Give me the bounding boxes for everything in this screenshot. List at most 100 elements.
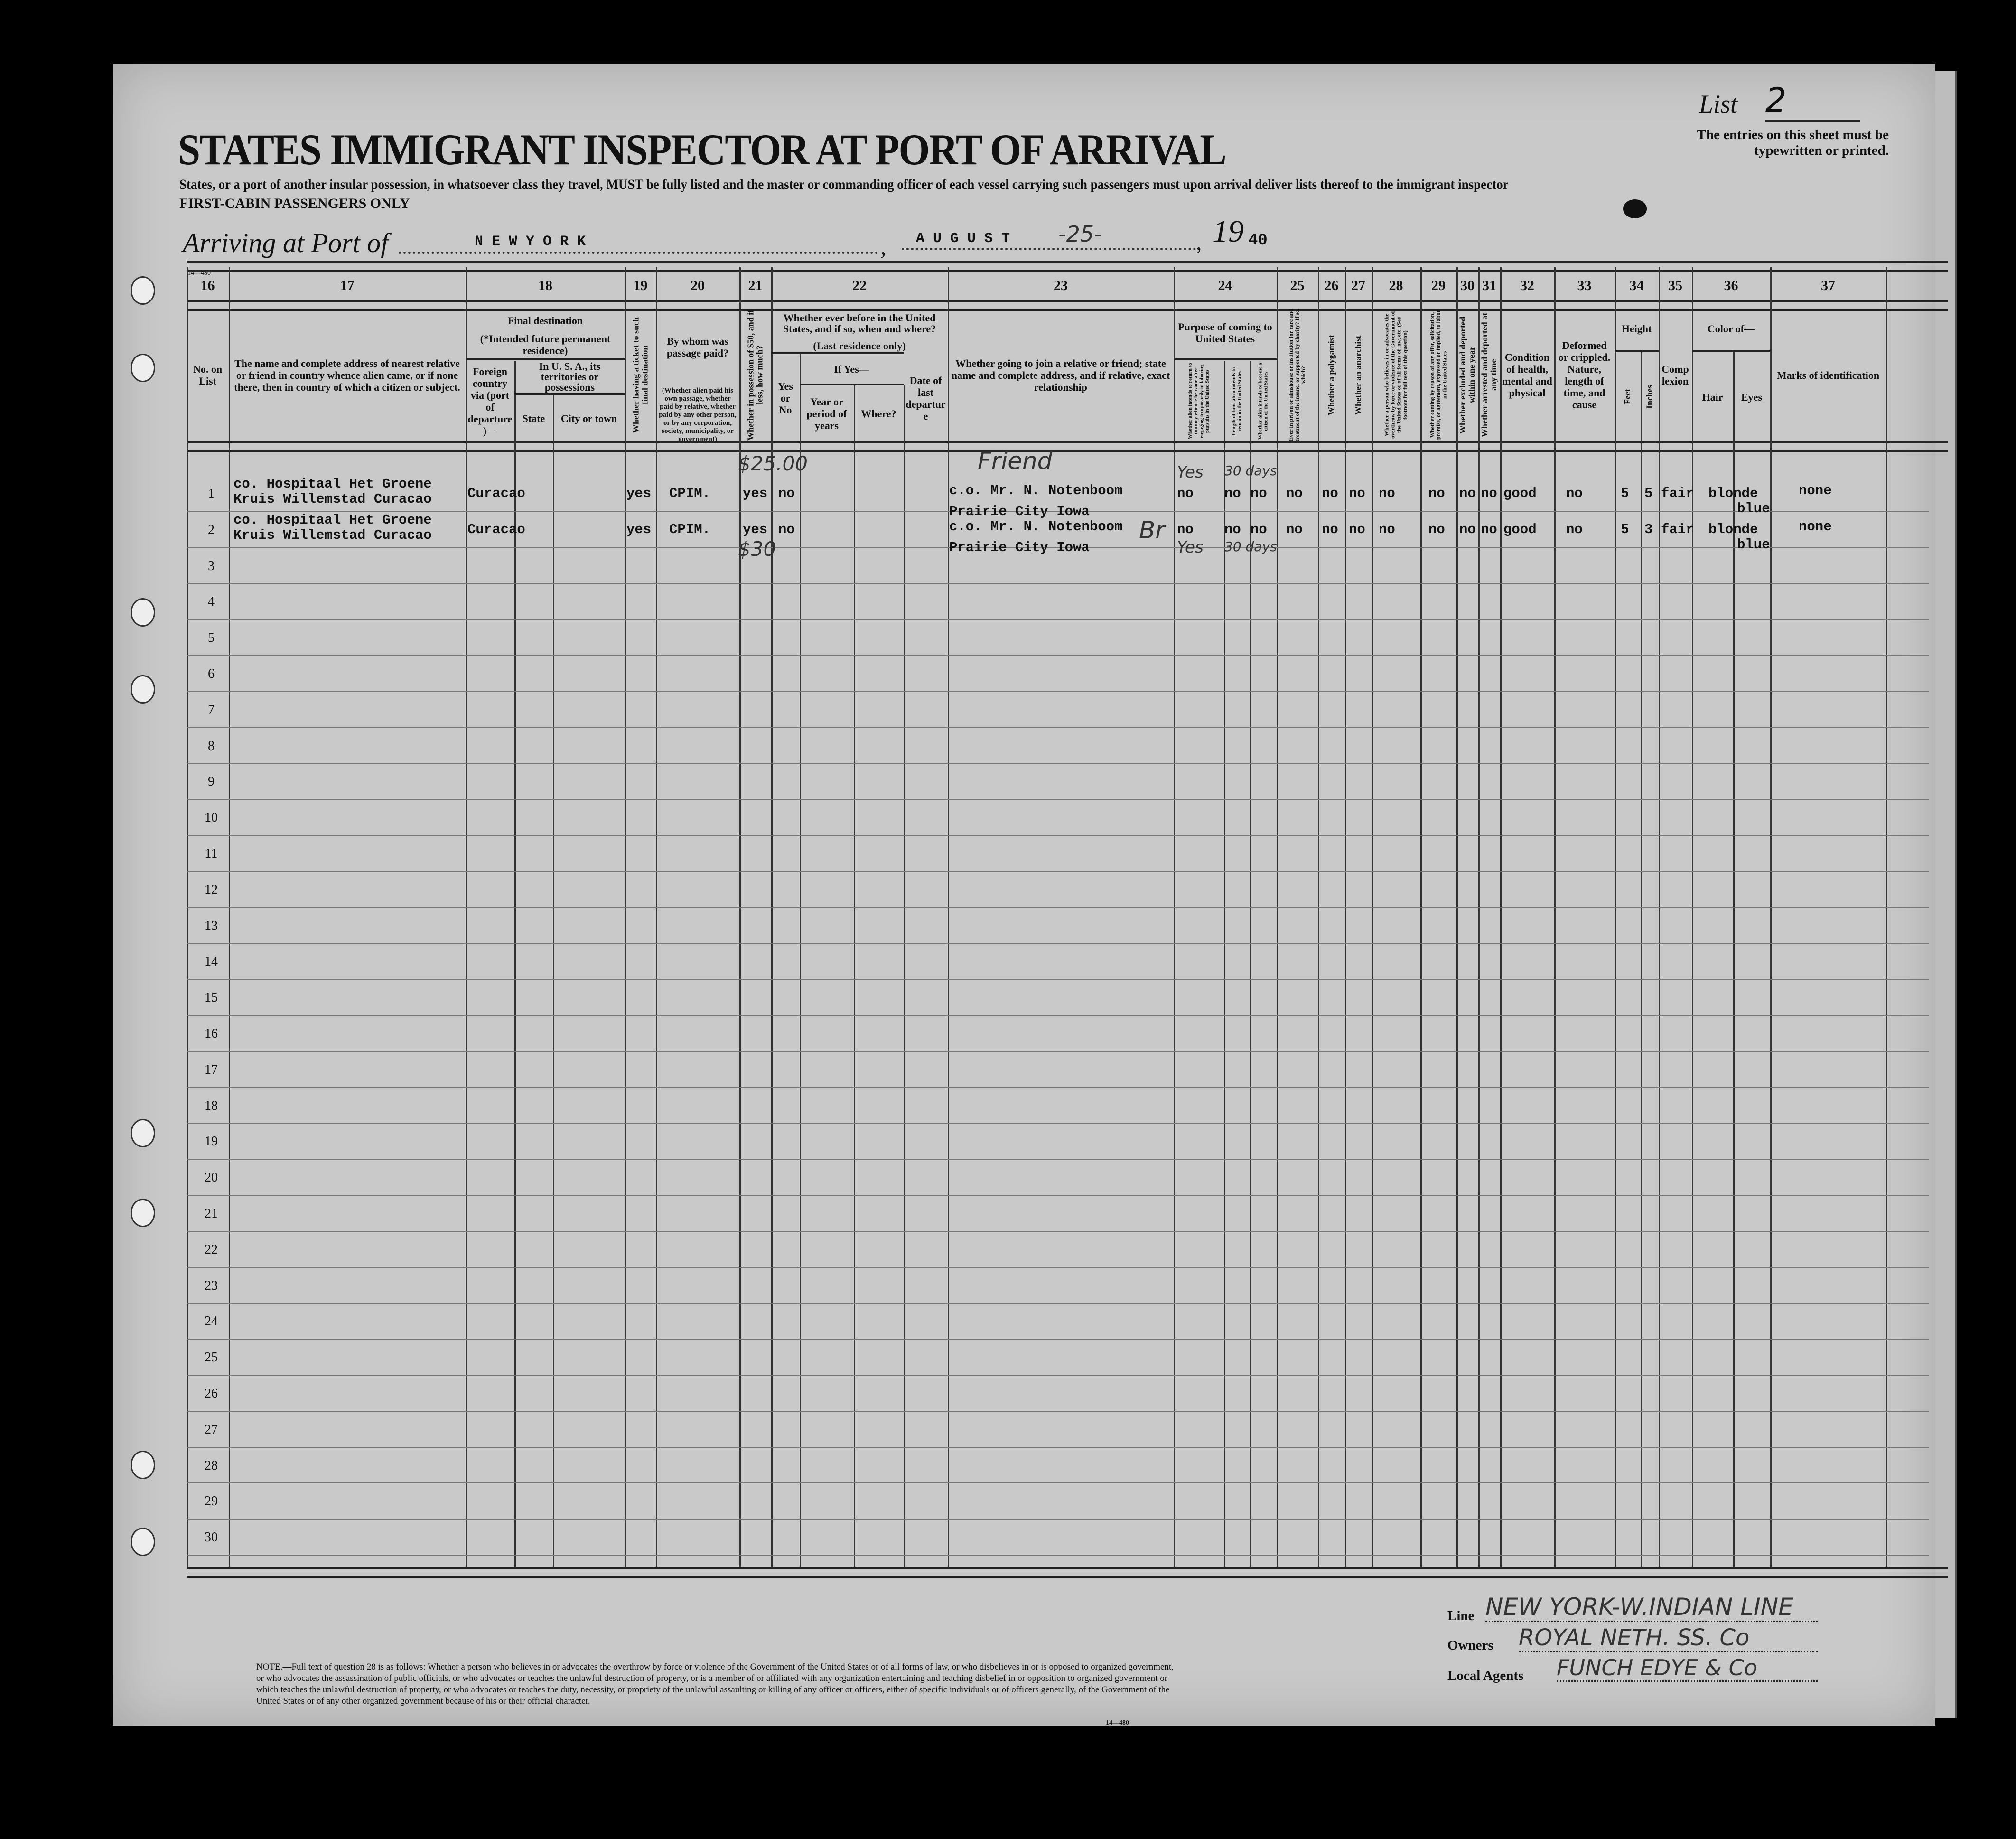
row-number: 26 bbox=[205, 1386, 218, 1401]
header-years: Year or period of years bbox=[806, 395, 847, 432]
row-number: 7 bbox=[208, 703, 215, 717]
entry-join-line2: Prairie City Iowa bbox=[949, 540, 1090, 555]
header-rule bbox=[187, 300, 1948, 311]
entry-polygamist: no bbox=[1322, 522, 1338, 537]
entry-arrested: no bbox=[1481, 486, 1497, 501]
header-no-on-list: No. on List bbox=[193, 363, 223, 387]
row-number: 1 bbox=[208, 487, 215, 501]
header-rule bbox=[187, 441, 1948, 452]
column-divider bbox=[1345, 267, 1346, 1567]
punch-hole bbox=[131, 1528, 155, 1556]
row-number: 11 bbox=[205, 846, 218, 861]
entry-been-before: no bbox=[778, 486, 795, 501]
row-number: 20 bbox=[205, 1170, 218, 1185]
column-divider bbox=[1886, 267, 1887, 1567]
entry-return-intent: no bbox=[1177, 486, 1194, 501]
subcolumn-divider bbox=[1733, 351, 1735, 1567]
header-nearest-relative: The name and complete address of nearest… bbox=[234, 357, 460, 393]
row-line bbox=[187, 1339, 1929, 1340]
entry-overthrow: no bbox=[1379, 486, 1395, 501]
row-line bbox=[187, 1375, 1929, 1376]
line-value: NEW YORK-W.INDIAN LINE bbox=[1485, 1593, 1818, 1622]
column-divider bbox=[1692, 267, 1693, 1567]
entry-excluded: no bbox=[1459, 486, 1476, 501]
header-if-yes: If Yes— bbox=[834, 363, 869, 375]
column-divider bbox=[771, 267, 773, 1567]
entry-deformed: no bbox=[1566, 486, 1583, 501]
row-line bbox=[187, 1303, 1929, 1304]
agents-label: Local Agents bbox=[1447, 1668, 1524, 1683]
row-line bbox=[187, 583, 1929, 584]
subcolumn-divider bbox=[904, 385, 905, 1567]
punch-hole bbox=[131, 1119, 155, 1147]
entry-marks: none bbox=[1799, 483, 1832, 498]
entry-join-line2: Prairie City Iowa bbox=[949, 504, 1090, 519]
row-line bbox=[187, 691, 1929, 692]
entry-ticket: yes bbox=[626, 486, 652, 501]
entry-feet: 5 bbox=[1621, 522, 1629, 537]
punch-hole bbox=[131, 598, 155, 627]
column-number-35: 35 bbox=[1668, 278, 1682, 293]
entry-prison: no bbox=[1286, 522, 1303, 537]
header-color: Color of— bbox=[1707, 323, 1755, 335]
row-line bbox=[187, 1411, 1929, 1412]
header-final-destination-note: (*Intended future permanent residence) bbox=[480, 333, 611, 357]
row-number: 27 bbox=[205, 1422, 218, 1437]
entry-complexion: fair bbox=[1661, 522, 1694, 537]
entry-passage-paid-by: CPIM. bbox=[669, 522, 711, 537]
entry-passage-paid-by: CPIM. bbox=[669, 486, 711, 501]
header-c26: Whether a polygamist bbox=[1326, 335, 1336, 415]
column-number-19: 19 bbox=[633, 278, 648, 293]
subheader-rule bbox=[466, 358, 625, 360]
punch-hole bbox=[131, 1199, 155, 1227]
entry-arrested: no bbox=[1481, 522, 1497, 537]
entry-ticket: yes bbox=[626, 522, 652, 537]
comma-separator: , bbox=[880, 233, 887, 260]
entry-inches: 3 bbox=[1644, 522, 1653, 537]
year-suffix: 40 bbox=[1248, 232, 1268, 250]
column-number-23: 23 bbox=[1054, 278, 1068, 293]
port-value: N E W Y O R K bbox=[475, 234, 586, 250]
header-final-destination: Final destination bbox=[507, 314, 583, 327]
row-number: 13 bbox=[205, 919, 218, 933]
header-hair: Hair bbox=[1702, 391, 1723, 403]
row-line bbox=[187, 1519, 1929, 1520]
entry-been-before: no bbox=[778, 522, 795, 537]
column-number-22: 22 bbox=[852, 278, 867, 293]
entry-length-of-stay: no bbox=[1224, 486, 1241, 501]
column-number-32: 32 bbox=[1520, 278, 1534, 293]
subheader-rule bbox=[771, 352, 904, 354]
row-line bbox=[187, 1087, 1929, 1088]
row-number: 2 bbox=[208, 523, 215, 537]
entry-money: yes bbox=[743, 522, 768, 537]
subheader-rule bbox=[1692, 350, 1770, 352]
row-number: 25 bbox=[205, 1350, 218, 1365]
entry-citizen-intent: no bbox=[1251, 522, 1267, 537]
column-divider bbox=[625, 267, 626, 1567]
column-number-21: 21 bbox=[748, 278, 763, 293]
header-c25: Ever in prison or almshouse or instituti… bbox=[1288, 309, 1307, 441]
column-number-33: 33 bbox=[1577, 278, 1592, 293]
header-been-before: Whether ever before in the United States… bbox=[783, 311, 936, 335]
date-line bbox=[902, 248, 1196, 250]
row-number: 4 bbox=[208, 594, 215, 609]
entry-polygamist: no bbox=[1322, 486, 1338, 501]
entry-complexion: fair bbox=[1661, 486, 1694, 501]
header-inches: Inches bbox=[1644, 385, 1654, 409]
row-line bbox=[187, 1267, 1929, 1268]
row-line bbox=[187, 763, 1929, 764]
row-line bbox=[187, 727, 1929, 728]
entry-anarchist: no bbox=[1349, 522, 1365, 537]
entry-excluded: no bbox=[1459, 522, 1476, 537]
row-line bbox=[187, 1051, 1929, 1052]
row-line bbox=[187, 1123, 1929, 1124]
column-number-28: 28 bbox=[1389, 278, 1403, 293]
subcolumn-divider bbox=[1224, 361, 1225, 1567]
column-divider bbox=[948, 267, 949, 1567]
header-purpose-c: Whether alien intends to become a citize… bbox=[1257, 362, 1269, 440]
column-divider bbox=[1554, 267, 1556, 1567]
header-marks: Marks of identification bbox=[1776, 369, 1880, 381]
punch-hole bbox=[131, 1451, 155, 1479]
row-number: 24 bbox=[205, 1314, 218, 1329]
entry-length-of-stay: no bbox=[1224, 522, 1241, 537]
